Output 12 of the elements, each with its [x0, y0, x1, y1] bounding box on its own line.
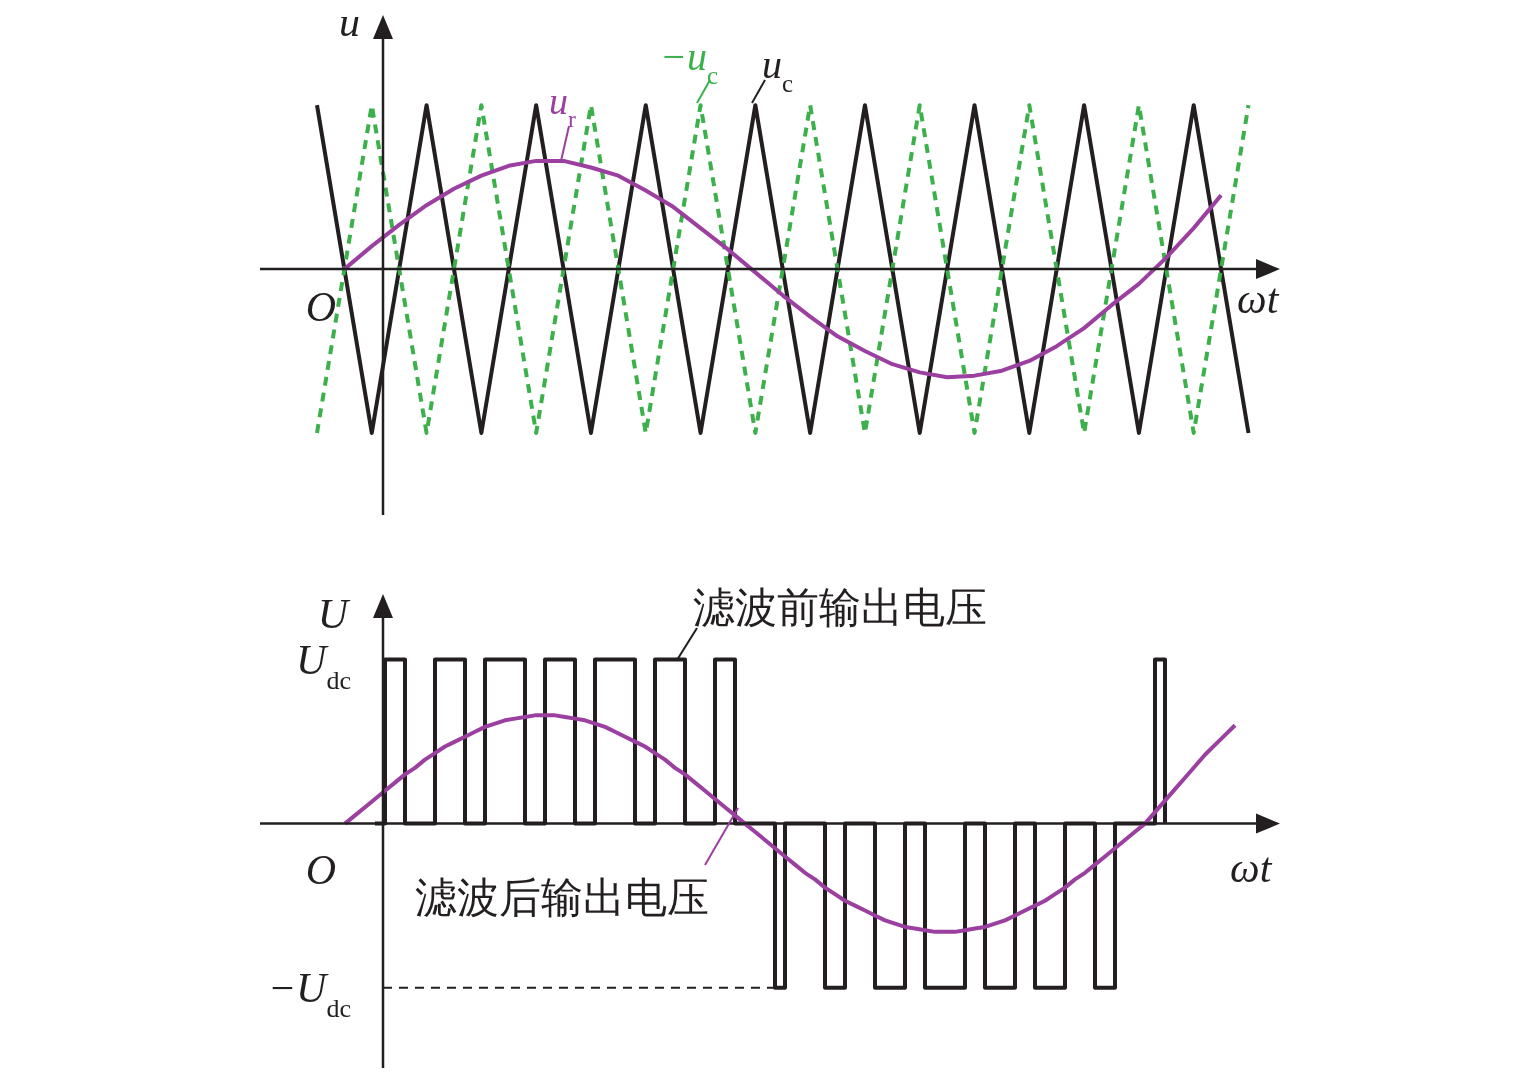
x-axis-title: ωt: [1237, 276, 1280, 322]
x-axis-title: ωt: [1230, 845, 1273, 891]
series-label: 滤波前输出电压: [693, 583, 987, 632]
legend-label: 滤波后输出电压: [415, 873, 709, 922]
annotation: U$_{dc}$: [296, 637, 351, 695]
y-axis-title: U: [317, 591, 351, 637]
series-label: u$_{r}$: [549, 80, 576, 132]
annotation: −U$_{dc}$: [267, 965, 351, 1023]
y-axis-title: u: [339, 0, 360, 45]
annotation: O: [305, 284, 337, 330]
text: O: [305, 847, 337, 893]
legend-label: u$_{c}$: [762, 42, 794, 97]
